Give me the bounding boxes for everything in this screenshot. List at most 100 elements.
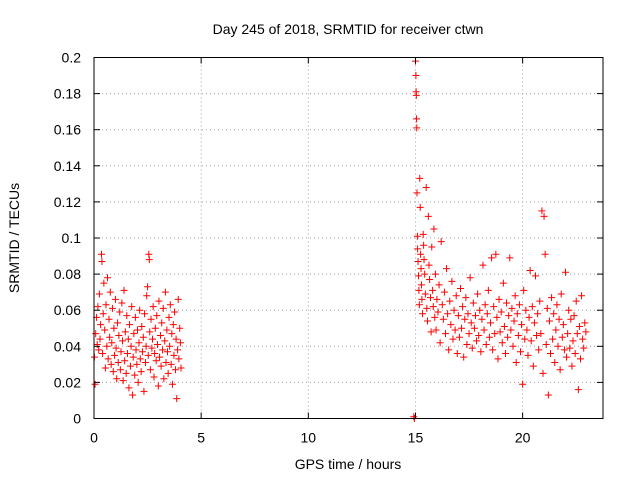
data-point: [425, 261, 433, 269]
y-tick-label: 0.04: [54, 338, 81, 354]
data-point: [493, 313, 501, 321]
data-point: [554, 342, 562, 350]
data-point: [522, 306, 530, 314]
data-point: [108, 339, 116, 347]
data-point: [149, 303, 157, 311]
data-point: [498, 339, 506, 347]
data-point: [158, 319, 166, 327]
data-point: [124, 335, 132, 343]
data-point: [520, 286, 528, 294]
data-point: [134, 378, 142, 386]
data-point: [524, 351, 532, 359]
data-point: [496, 328, 504, 336]
data-point: [459, 303, 467, 311]
x-tick-label: 15: [408, 430, 424, 446]
data-point: [152, 357, 160, 365]
data-point: [458, 324, 466, 332]
data-point: [529, 362, 537, 370]
data-point: [414, 272, 422, 280]
data-point: [113, 375, 121, 383]
data-point: [114, 319, 122, 327]
data-point: [490, 303, 498, 311]
data-point: [125, 384, 133, 392]
data-point: [546, 350, 554, 358]
data-point: [494, 355, 502, 363]
data-point: [426, 276, 434, 284]
data-point: [146, 328, 154, 336]
data-point: [422, 183, 430, 191]
data-point: [168, 380, 176, 388]
data-point: [144, 283, 152, 291]
data-point: [115, 331, 123, 339]
y-tick-label: 0.1: [62, 230, 82, 246]
data-point: [171, 366, 179, 374]
data-point: [419, 230, 427, 238]
data-point: [414, 245, 422, 253]
data-point: [505, 312, 513, 320]
data-point: [530, 319, 538, 327]
data-point: [519, 380, 527, 388]
data-point: [126, 321, 134, 329]
data-point: [427, 328, 435, 336]
data-point: [483, 310, 491, 318]
data-point: [556, 366, 564, 374]
data-point: [413, 189, 421, 197]
y-tick-label: 0.08: [54, 266, 81, 282]
data-point: [118, 299, 126, 307]
data-point: [415, 286, 423, 294]
data-point: [127, 342, 135, 350]
data-point: [134, 326, 142, 334]
data-point: [175, 355, 183, 363]
data-point: [557, 290, 565, 298]
data-point: [528, 303, 536, 311]
data-point: [437, 238, 445, 246]
data-point: [464, 310, 472, 318]
data-point: [491, 330, 499, 338]
data-point: [542, 340, 550, 348]
data-point: [446, 297, 454, 305]
y-axis-label: SRMTID / TECUs: [6, 183, 22, 293]
x-tick-label: 10: [301, 430, 317, 446]
data-point: [111, 295, 119, 303]
data-point: [156, 331, 164, 339]
y-tick-label: 0.06: [54, 302, 81, 318]
data-point: [176, 339, 184, 347]
data-point: [553, 301, 561, 309]
data-point: [167, 360, 175, 368]
data-point: [101, 364, 109, 372]
data-point: [461, 315, 469, 323]
data-point: [438, 301, 446, 309]
data-point: [165, 313, 173, 321]
data-point: [120, 286, 128, 294]
data-point: [429, 286, 437, 294]
data-point: [153, 312, 161, 320]
data-point: [540, 212, 548, 220]
data-point: [509, 342, 517, 350]
data-point: [508, 304, 516, 312]
data-point: [132, 346, 140, 354]
data-point: [426, 294, 434, 302]
data-point: [568, 362, 576, 370]
data-point: [93, 340, 101, 348]
data-point: [153, 340, 161, 348]
data-point: [412, 91, 420, 99]
data-point: [116, 308, 124, 316]
data-point: [151, 350, 159, 358]
data-point: [133, 360, 141, 368]
x-tick-label: 0: [90, 430, 98, 446]
data-point: [150, 373, 158, 381]
y-tick-label: 0.12: [54, 194, 81, 210]
data-point: [142, 342, 150, 350]
data-point: [476, 306, 484, 314]
data-point: [441, 330, 449, 338]
data-point: [507, 326, 515, 334]
data-point: [166, 301, 174, 309]
data-point: [107, 360, 115, 368]
data-point: [492, 250, 500, 258]
data-point: [474, 290, 482, 298]
data-point: [154, 382, 162, 390]
data-point: [460, 353, 468, 361]
data-point: [575, 322, 583, 330]
data-point: [537, 330, 545, 338]
